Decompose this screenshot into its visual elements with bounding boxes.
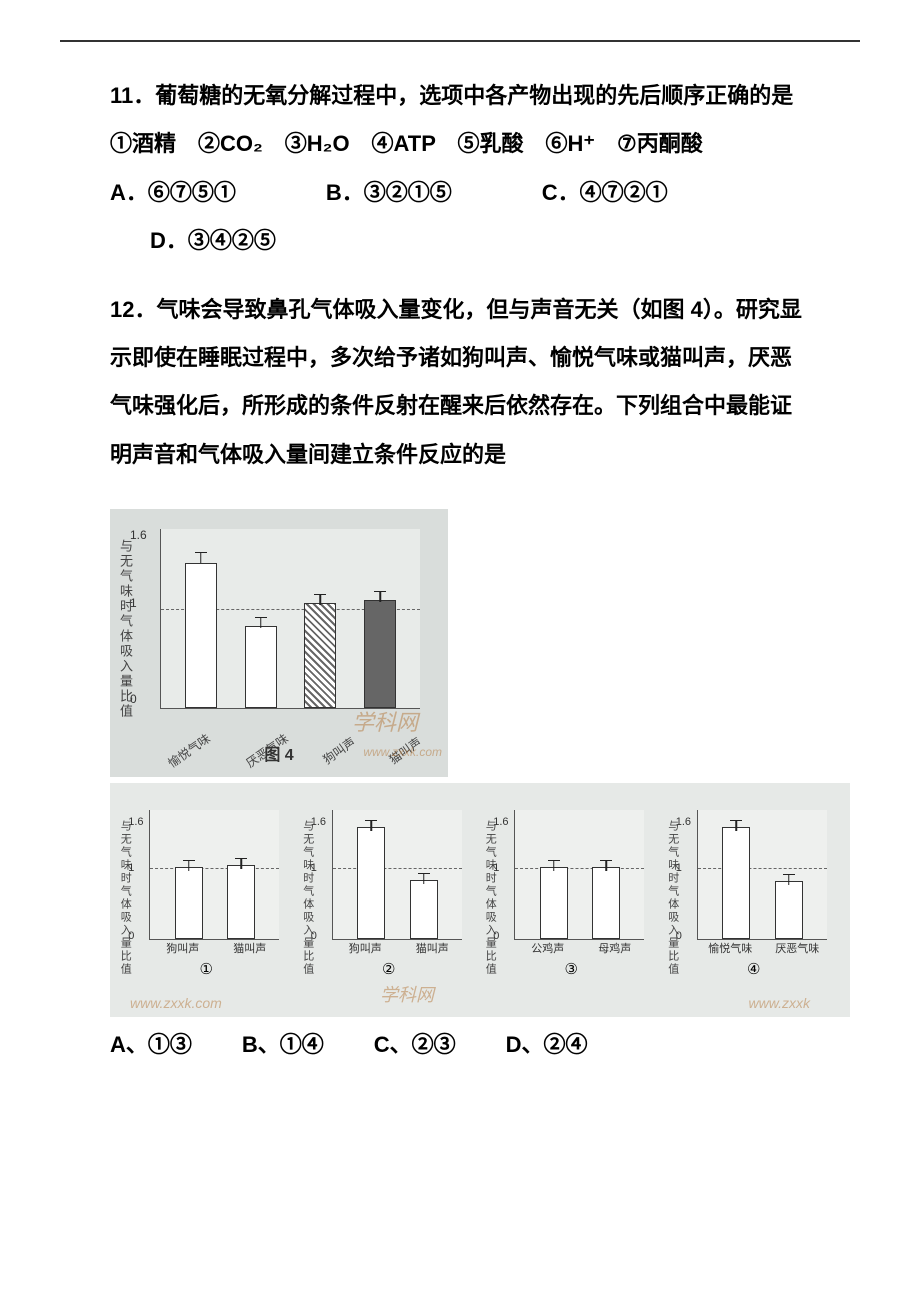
p1-chart: 1.6 1 0 <box>149 810 279 940</box>
fig4-xlabels: 愉悦气味 厌恶气味 狗叫声 猫叫声 <box>150 742 438 759</box>
p2-yt0: 0 <box>311 930 317 942</box>
p4-num: ④ <box>747 960 760 978</box>
p4-xlabels: 愉悦气味 厌恶气味 <box>697 940 831 956</box>
q12-opt-c: C、②③ <box>374 1027 456 1059</box>
p1-yt0: 0 <box>128 930 134 942</box>
p4-bar-1 <box>722 827 750 939</box>
p1-bars <box>150 810 279 939</box>
p2-bar-2 <box>410 880 438 939</box>
p1-bar-1 <box>175 867 203 939</box>
p1-num: ① <box>200 960 213 978</box>
p3-bar-1 <box>540 867 568 939</box>
p3-yt0: 0 <box>493 930 499 942</box>
figure-4: 与无气味时气体吸入量比值 1.6 1 0 愉悦气味 厌恶气味 狗叫声 猫叫声 图… <box>110 509 448 777</box>
q12-options: A、①③ B、①④ C、②③ D、②④ <box>110 1027 810 1059</box>
fig4-xl-3: 狗叫声 <box>319 733 358 768</box>
q11-stem: 11．葡萄糖的无氧分解过程中，选项中各产物出现的先后顺序正确的是 <box>110 72 810 120</box>
fig4-xl-1: 愉悦气味 <box>164 730 213 771</box>
p2-xlabels: 狗叫声 猫叫声 <box>332 940 466 956</box>
p3-bars <box>515 810 644 939</box>
q12-opt-a: A、①③ <box>110 1027 192 1059</box>
p4-yt2: 1.6 <box>676 816 691 828</box>
fig4-watermark-1: 学科网 <box>352 705 418 737</box>
p2-bars <box>333 810 462 939</box>
q11-opt-a: A．⑥⑦⑤① <box>110 169 236 217</box>
p3-ylabel: 与无气味时气体吸入量比值 <box>482 820 498 976</box>
panels-wm-1: www.zxxk.com <box>130 995 222 1011</box>
p2-xl-2: 猫叫声 <box>416 940 449 956</box>
q12-stem-wrap: 12．气味会导致鼻孔气体吸入量变化，但与声音无关（如图 4）。研究显示即使在睡眠… <box>110 286 810 480</box>
q11-opt-d: D．③④②⑤ <box>150 228 276 253</box>
p3-xl-1: 公鸡声 <box>531 940 564 956</box>
q11-stem-text: 葡萄糖的无氧分解过程中，选项中各产物出现的先后顺序正确的是 <box>155 83 793 108</box>
p4-xl-2: 厌恶气味 <box>775 940 819 956</box>
p1-xlabels: 狗叫声 猫叫声 <box>149 940 283 956</box>
fig4-xl-4: 猫叫声 <box>385 733 424 768</box>
p4-ylabel: 与无气味时气体吸入量比值 <box>665 820 681 976</box>
p3-num: ③ <box>565 960 578 978</box>
fig4-ytick-1.6: 1.6 <box>130 528 147 542</box>
fig4-caption: 图 4 <box>264 741 293 765</box>
fig4-ytick-1.0: 1 <box>130 596 137 610</box>
q12-number: 12． <box>110 297 156 322</box>
p4-yt0: 0 <box>676 930 682 942</box>
p3-yt2: 1.6 <box>493 816 508 828</box>
fig4-bar-2 <box>245 626 277 708</box>
q11-number: 11． <box>110 83 155 108</box>
p1-yt1: 1 <box>128 862 134 874</box>
q12-opt-d: D、②④ <box>506 1027 588 1059</box>
panel-3: 与无气味时气体吸入量比值 1.6 1 0 公鸡声 母鸡声 ③ <box>486 800 656 980</box>
p4-chart: 1.6 1 0 <box>697 810 827 940</box>
p3-bar-2 <box>592 867 620 939</box>
p4-bar-2 <box>775 881 803 939</box>
q12-stem-text: 气味会导致鼻孔气体吸入量变化，但与声音无关（如图 4）。研究显示即使在睡眠过程中… <box>110 297 802 467</box>
fig4-bars <box>161 529 420 708</box>
question-11: 11．葡萄糖的无氧分解过程中，选项中各产物出现的先后顺序正确的是 ①酒精 ②CO… <box>110 72 810 266</box>
figure-4-area: 与无气味时气体吸入量比值 1.6 1 0 愉悦气味 厌恶气味 狗叫声 猫叫声 图… <box>110 509 810 1017</box>
fig4-bar-3 <box>304 603 336 708</box>
p2-bar-1 <box>357 827 385 939</box>
p1-xl-2: 猫叫声 <box>233 940 266 956</box>
p2-ylabel: 与无气味时气体吸入量比值 <box>300 820 316 976</box>
p3-xlabels: 公鸡声 母鸡声 <box>514 940 648 956</box>
q11-options: A．⑥⑦⑤① B．③②①⑤ C．④⑦②① D．③④②⑤ <box>110 169 810 266</box>
panels-wm-3: www.zxxk <box>749 995 810 1011</box>
q11-items: ①酒精 ②CO₂ ③H₂O ④ATP ⑤乳酸 ⑥H⁺ ⑦丙酮酸 <box>110 120 810 168</box>
p2-chart: 1.6 1 0 <box>332 810 462 940</box>
q11-opt-c: C．④⑦②① <box>542 169 668 217</box>
panel-2: 与无气味时气体吸入量比值 1.6 1 0 狗叫声 猫叫声 ② <box>304 800 474 980</box>
fig4-bar-1 <box>185 563 217 708</box>
p4-bars <box>698 810 827 939</box>
q11-opt-b: B．③②①⑤ <box>326 169 452 217</box>
p1-xl-1: 狗叫声 <box>166 940 199 956</box>
exam-page: 11．葡萄糖的无氧分解过程中，选项中各产物出现的先后顺序正确的是 ①酒精 ②CO… <box>60 40 860 1089</box>
panels-wm-2: 学科网 <box>380 981 434 1007</box>
question-12: 12．气味会导致鼻孔气体吸入量变化，但与声音无关（如图 4）。研究显示即使在睡眠… <box>110 286 810 480</box>
panel-4: 与无气味时气体吸入量比值 1.6 1 0 愉悦气味 厌恶气味 ④ <box>669 800 839 980</box>
p2-num: ② <box>382 960 395 978</box>
fig4-chart <box>160 529 420 709</box>
p1-bar-2 <box>227 865 255 939</box>
p1-ylabel: 与无气味时气体吸入量比值 <box>117 820 133 976</box>
p1-yt2: 1.6 <box>128 816 143 828</box>
p4-xl-1: 愉悦气味 <box>708 940 752 956</box>
fig4-ytick-0: 0 <box>130 692 137 706</box>
p2-yt1: 1 <box>311 862 317 874</box>
figure-panels-row: 与无气味时气体吸入量比值 1.6 1 0 狗叫声 猫叫声 ① <box>110 783 850 1017</box>
p3-xl-2: 母鸡声 <box>598 940 631 956</box>
q12-opt-b: B、①④ <box>242 1027 324 1059</box>
p2-xl-1: 狗叫声 <box>349 940 382 956</box>
p3-chart: 1.6 1 0 <box>514 810 644 940</box>
p3-yt1: 1 <box>493 862 499 874</box>
p4-yt1: 1 <box>676 862 682 874</box>
p2-yt2: 1.6 <box>311 816 326 828</box>
panel-1: 与无气味时气体吸入量比值 1.6 1 0 狗叫声 猫叫声 ① <box>121 800 291 980</box>
fig4-bar-4 <box>364 600 396 708</box>
